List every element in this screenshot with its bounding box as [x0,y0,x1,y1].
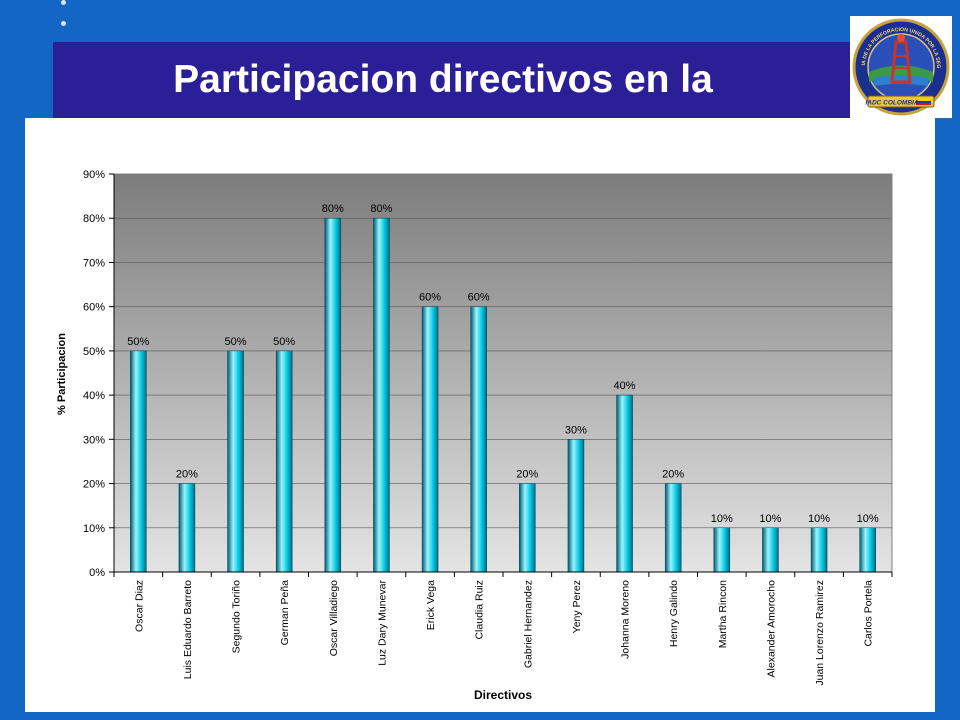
data-label: 30% [565,424,587,436]
bullet-dot [61,21,66,26]
x-tick-label: Carlos Portela [863,580,875,647]
chart-panel: 50% 20% 50% 50% 80% 80% 60% 60% 20% 30% 40% 20% 10% 1… [25,118,935,712]
bar [810,527,828,573]
y-tick-label: 50% [83,346,105,358]
y-axis-title: % Participacion [56,333,68,415]
data-label: 40% [614,380,636,392]
data-label: 80% [322,203,344,215]
data-label: 60% [419,292,441,304]
bar [178,483,196,573]
x-tick-label: Luis Eduardo Barreto [182,580,194,679]
y-tick-label: 20% [83,479,105,491]
x-tick-label: Juan Lorenzo Ramirez [814,580,826,686]
x-tick-label: Erick Vega [425,580,437,630]
bar [616,394,633,573]
x-tick-label: Martha Rincon [717,580,729,648]
bar [227,350,244,573]
bar [664,483,682,573]
bar [567,439,585,573]
data-label: 10% [759,513,781,525]
data-label: 50% [127,336,149,348]
data-label: 50% [225,336,247,348]
y-tick-label: 0% [89,567,105,579]
data-label: 50% [273,336,295,348]
data-label: 60% [468,292,490,304]
y-tick-label: 90% [83,169,105,181]
bar [762,527,779,573]
logo-seal-icon: INDUSTRIA DE LA PERFORACION UNIDA POR LA… [848,12,950,116]
x-tick-label: Oscar Villadiego [328,580,340,656]
data-label: 80% [370,203,392,215]
bullet-dot [61,0,66,5]
y-tick-label: 60% [83,302,105,314]
x-tick-label: Henry Galindo [668,580,680,647]
y-tick-label: 10% [83,523,105,535]
x-tick-label: Oscar Diaz [133,580,145,632]
bar [519,483,536,573]
x-tick-label: Yeny Perez [571,580,583,633]
slide-title: Participacion directivos en la [173,58,713,101]
x-tick-label: Claudia Ruiz [474,580,486,640]
bar [713,527,731,573]
bar [324,217,342,573]
logo: INDUSTRIA DE LA PERFORACION UNIDA POR LA… [848,12,952,118]
data-label: 10% [711,513,733,525]
bar [470,306,487,573]
bar [130,350,147,573]
data-label: 20% [176,469,198,481]
x-tick-label: Segundo Toriño [231,580,243,654]
bar [859,527,876,573]
x-tick-label: German Peña [279,580,291,646]
x-tick-label: Gabriel Hernandez [522,580,534,668]
title-bar: Participacion directivos en la [53,42,850,118]
data-label: 20% [516,469,538,481]
bar [421,306,439,573]
x-tick-label: Alexander Amorocho [765,580,777,678]
y-tick-label: 70% [83,257,105,269]
x-tick-label: Johanna Moreno [620,580,632,659]
x-axis-title: Directivos [474,688,532,702]
y-tick-label: 40% [83,390,105,402]
y-tick-label: 30% [83,434,105,446]
data-label: 10% [857,513,879,525]
data-label: 20% [662,469,684,481]
data-label: 10% [808,513,830,525]
bar-chart: 50% 20% 50% 50% 80% 80% 60% 60% 20% 30% 40% 20% 10% 1… [56,169,893,702]
logo-banner-text: IADC COLOMBIA [865,100,918,107]
x-tick-label: Luz Dary Munevar [376,580,388,666]
bar [275,350,293,573]
y-tick-label: 80% [83,213,105,225]
bar [373,217,390,573]
